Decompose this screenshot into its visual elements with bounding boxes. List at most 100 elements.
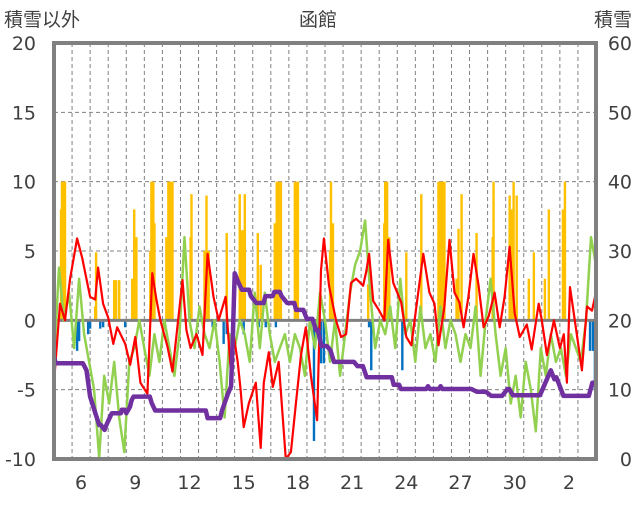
orange-bar xyxy=(133,209,136,321)
orange-bar xyxy=(153,223,156,321)
left-axis-ticks: 20 15 10 5 0 -5 -10 xyxy=(5,33,36,471)
orange-bar xyxy=(457,228,460,321)
right-tick-label: 20 xyxy=(608,310,632,332)
x-tick-label: 15 xyxy=(232,472,256,494)
orange-bar xyxy=(112,280,116,321)
blue-bar xyxy=(75,320,79,351)
plot-frame xyxy=(52,41,598,461)
orange-bar xyxy=(331,223,335,321)
blue-bar xyxy=(211,320,214,328)
blue-bar xyxy=(99,320,102,329)
orange-bar xyxy=(60,181,64,321)
left-axis-title: 積雪以外 xyxy=(4,9,80,31)
orange-bar xyxy=(190,194,193,321)
orange-bar xyxy=(388,237,391,321)
x-tick-label: 9 xyxy=(129,472,141,494)
orange-bar xyxy=(512,181,515,321)
blue-bar xyxy=(588,320,592,351)
left-tick-label: 20 xyxy=(12,33,36,55)
blue-bar xyxy=(367,320,371,328)
orange-bar xyxy=(366,284,370,321)
blue-bar xyxy=(274,320,278,328)
x-tick-label: 18 xyxy=(286,472,310,494)
right-tick-label: 60 xyxy=(608,33,632,55)
orange-bar xyxy=(439,181,442,321)
orange-bar xyxy=(420,194,423,321)
orange-bar xyxy=(532,252,536,321)
blue-bar xyxy=(370,320,373,371)
orange-bar xyxy=(277,181,280,321)
orange-bar xyxy=(273,223,276,321)
orange-bar xyxy=(383,181,387,321)
orange-bar xyxy=(167,181,170,321)
orange-bar xyxy=(455,278,458,321)
blue-bar xyxy=(88,320,92,329)
orange-bar xyxy=(437,181,440,321)
blue-bar xyxy=(242,320,245,335)
blue-bar xyxy=(401,320,404,371)
orange-bar xyxy=(547,209,551,321)
left-tick-label: 0 xyxy=(24,310,36,332)
orange-bar xyxy=(165,237,168,321)
x-tick-label: 6 xyxy=(75,472,87,494)
left-tick-label: -5 xyxy=(17,380,36,402)
orange-bar xyxy=(131,278,134,321)
orange-bar xyxy=(169,181,172,321)
green-line xyxy=(52,219,598,459)
blue-bar xyxy=(312,320,316,441)
orange-bar xyxy=(275,181,278,321)
orange-bar xyxy=(293,181,297,321)
orange-bar xyxy=(114,280,118,321)
blue-bar xyxy=(322,320,326,364)
x-tick-label: 12 xyxy=(177,472,201,494)
right-tick-label: 30 xyxy=(608,241,632,263)
right-tick-label: 40 xyxy=(608,172,632,194)
orange-bar xyxy=(405,252,408,321)
orange-bar xyxy=(515,195,518,321)
right-tick-label: 10 xyxy=(608,380,632,402)
chart-title: 函館 xyxy=(299,9,337,31)
x-tick-label: 2 xyxy=(563,472,575,494)
left-tick-label: 10 xyxy=(12,172,36,194)
orange-bar xyxy=(543,278,547,321)
orange-bar xyxy=(460,194,463,321)
purple-snow-depth xyxy=(51,270,596,433)
orange-bar xyxy=(441,181,444,321)
x-tick-label: 27 xyxy=(448,472,472,494)
left-tick-label: 15 xyxy=(12,102,36,124)
orange-bar xyxy=(527,278,530,321)
orange-bar xyxy=(63,181,67,321)
red-line xyxy=(52,237,598,461)
series-lines xyxy=(51,219,598,461)
x-tick-label: 24 xyxy=(394,472,418,494)
orange-bar xyxy=(207,251,210,321)
orange-bar xyxy=(443,181,446,321)
blue-bar xyxy=(86,320,90,335)
orange-bar xyxy=(203,251,206,321)
x-tick-label: 30 xyxy=(503,472,527,494)
x-tick-label: 21 xyxy=(340,472,364,494)
bars xyxy=(59,181,597,441)
orange-bar xyxy=(259,264,262,321)
orange-bar xyxy=(118,280,121,321)
orange-bar xyxy=(238,194,241,321)
orange-bar xyxy=(561,209,565,321)
orange-bar xyxy=(135,237,138,321)
blue-bar xyxy=(591,320,595,351)
left-tick-label: 5 xyxy=(24,241,36,263)
left-tick-label: -10 xyxy=(5,449,36,471)
orange-bar xyxy=(329,181,333,321)
orange-bar xyxy=(225,232,228,321)
blue-bar xyxy=(123,320,127,328)
orange-bar xyxy=(279,181,283,321)
right-axis-ticks: 60 50 40 30 20 10 0 xyxy=(608,33,632,471)
blue-bar xyxy=(77,320,81,342)
orange-bar xyxy=(240,230,243,321)
right-tick-label: 0 xyxy=(620,449,632,471)
orange-bar xyxy=(296,181,300,321)
blue-bar xyxy=(101,320,105,328)
orange-bar xyxy=(150,181,153,321)
blue-bar xyxy=(264,320,267,328)
orange-bar xyxy=(256,232,259,321)
